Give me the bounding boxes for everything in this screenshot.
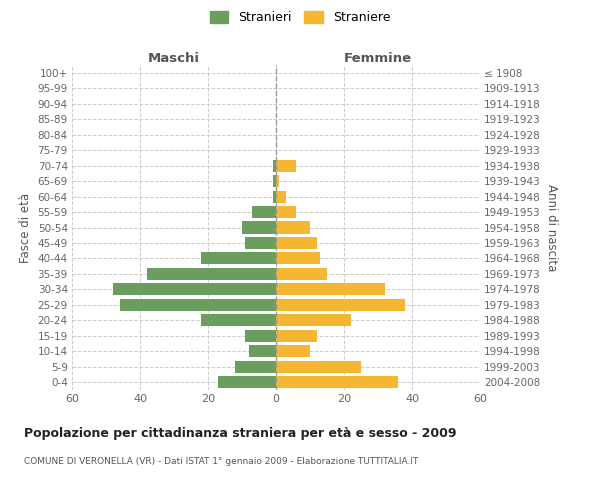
- Bar: [252, 206, 276, 218]
- Bar: [276, 346, 310, 358]
- Bar: [276, 160, 296, 172]
- Bar: [276, 175, 280, 187]
- Y-axis label: Fasce di età: Fasce di età: [19, 192, 32, 262]
- Text: Maschi: Maschi: [148, 52, 200, 65]
- Bar: [272, 190, 276, 202]
- Bar: [249, 346, 276, 358]
- Bar: [147, 268, 276, 280]
- Bar: [235, 361, 276, 373]
- Bar: [276, 252, 320, 264]
- Bar: [276, 237, 317, 249]
- Bar: [201, 252, 276, 264]
- Bar: [272, 160, 276, 172]
- Bar: [218, 376, 276, 388]
- Bar: [276, 314, 351, 326]
- Bar: [276, 222, 310, 234]
- Bar: [113, 284, 276, 296]
- Legend: Stranieri, Straniere: Stranieri, Straniere: [205, 6, 395, 29]
- Bar: [276, 376, 398, 388]
- Bar: [242, 222, 276, 234]
- Text: Femmine: Femmine: [344, 52, 412, 65]
- Text: COMUNE DI VERONELLA (VR) - Dati ISTAT 1° gennaio 2009 - Elaborazione TUTTITALIA.: COMUNE DI VERONELLA (VR) - Dati ISTAT 1°…: [24, 458, 418, 466]
- Bar: [276, 330, 317, 342]
- Bar: [245, 330, 276, 342]
- Bar: [276, 284, 385, 296]
- Bar: [276, 299, 405, 311]
- Bar: [276, 361, 361, 373]
- Bar: [272, 175, 276, 187]
- Y-axis label: Anni di nascita: Anni di nascita: [545, 184, 557, 271]
- Bar: [245, 237, 276, 249]
- Bar: [276, 190, 286, 202]
- Bar: [276, 206, 296, 218]
- Text: Popolazione per cittadinanza straniera per età e sesso - 2009: Popolazione per cittadinanza straniera p…: [24, 428, 457, 440]
- Bar: [119, 299, 276, 311]
- Bar: [276, 268, 327, 280]
- Bar: [201, 314, 276, 326]
